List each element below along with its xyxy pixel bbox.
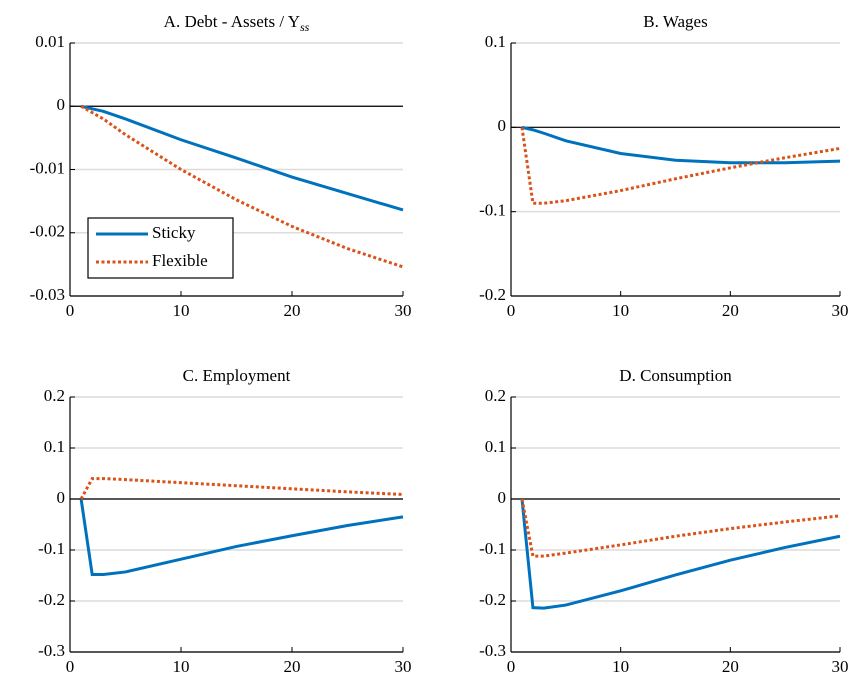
y-tick-label: -0.03 [30,285,65,304]
y-tick-label: 0.01 [35,32,65,51]
x-tick-label: 20 [722,301,739,320]
chart-title: C. Employment [183,366,291,385]
chart-title: A. Debt - Assets / Yss [164,12,310,34]
y-tick-label: 0 [498,488,507,507]
y-tick-label: 0.2 [44,386,65,405]
y-tick-label: -0.2 [479,285,506,304]
y-tick-label: 0.1 [485,32,506,51]
x-tick-label: 30 [832,657,849,676]
chart-title: D. Consumption [619,366,732,385]
y-tick-label: 0.1 [485,437,506,456]
x-tick-label: 10 [173,657,190,676]
title-text: A. Debt - Assets / Y [164,12,300,31]
x-tick-label: 30 [832,301,849,320]
x-tick-label: 30 [395,301,412,320]
x-tick-label: 0 [66,657,75,676]
x-tick-label: 0 [507,657,516,676]
x-tick-label: 10 [612,657,629,676]
x-tick-label: 20 [284,301,301,320]
y-tick-label: -0.1 [38,539,65,558]
series-line [80,104,404,269]
y-tick-label: 0.2 [485,386,506,405]
series-line [520,498,841,558]
x-tick-label: 0 [66,301,75,320]
y-tick-label: -0.2 [38,590,65,609]
title-text: C. Employment [183,366,291,385]
y-tick-label: -0.1 [479,539,506,558]
x-tick-label: 0 [507,301,516,320]
legend-box [87,217,234,279]
series-line [520,498,841,610]
y-tick-label: 0 [498,116,507,135]
y-tick-label: -0.01 [30,158,65,177]
x-tick-label: 10 [612,301,629,320]
chart-title: B. Wages [643,12,707,31]
legend-label: Flexible [152,251,208,270]
y-tick-label: -0.2 [479,590,506,609]
title-subscript: ss [300,20,310,34]
y-tick-label: -0.3 [479,641,506,660]
title-text: D. Consumption [619,366,732,385]
x-tick-label: 20 [284,657,301,676]
legend-label: Sticky [152,223,196,242]
y-tick-label: -0.02 [30,222,65,241]
x-tick-label: 10 [173,301,190,320]
x-tick-label: 20 [722,657,739,676]
y-tick-label: -0.3 [38,641,65,660]
series-line [79,477,404,500]
series-line [79,498,404,576]
y-tick-label: 0 [57,488,66,507]
y-tick-label: 0 [57,95,66,114]
y-tick-label: 0.1 [44,437,65,456]
x-tick-label: 30 [395,657,412,676]
title-text: B. Wages [643,12,707,31]
series-line [80,104,404,212]
y-tick-label: -0.1 [479,201,506,220]
series-line [520,127,841,205]
series-line [521,125,841,165]
